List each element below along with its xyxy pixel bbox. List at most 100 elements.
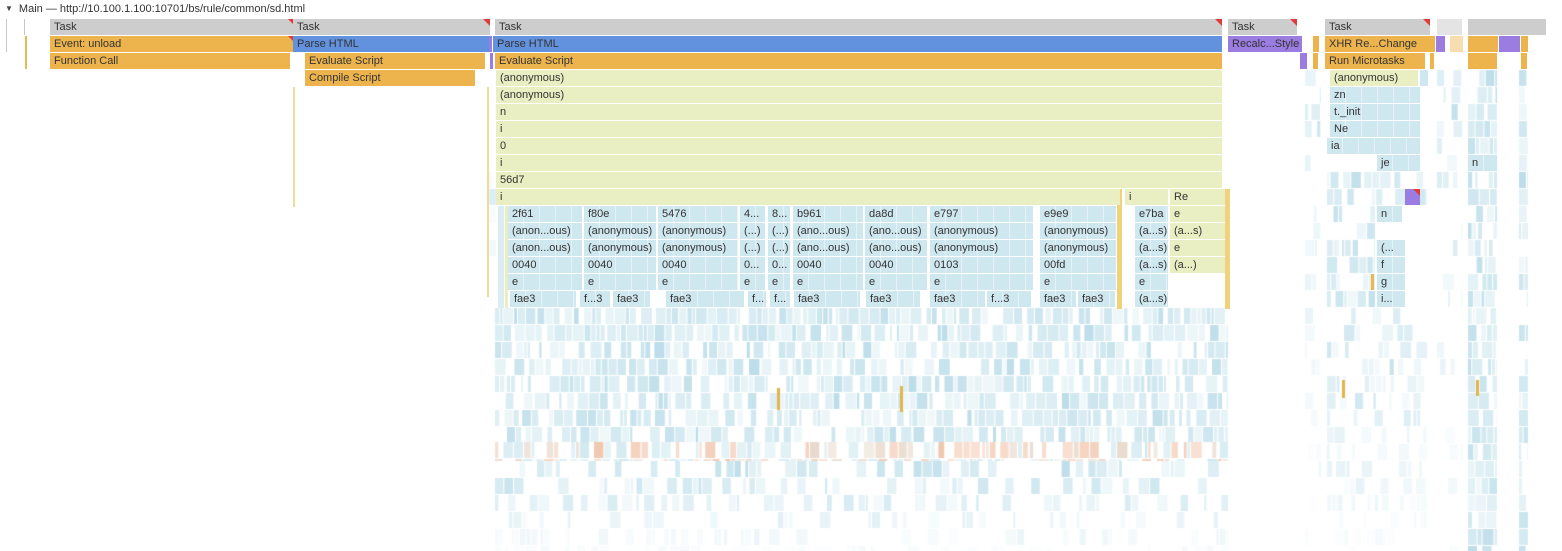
flame-bar[interactable]: e9e9 (1040, 206, 1116, 222)
flame-bar[interactable]: (anonymous) (658, 223, 738, 239)
flame-bar[interactable]: (ano...ous) (865, 223, 927, 239)
flame-bar[interactable] (1420, 70, 1428, 86)
flame-bar[interactable]: i... (1377, 291, 1405, 307)
flame-bar[interactable]: f...3 (580, 291, 610, 307)
flame-bar[interactable]: (ano...ous) (793, 223, 863, 239)
flame-bar[interactable]: 2f61 (508, 206, 582, 222)
flame-bar[interactable]: Compile Script (305, 70, 475, 86)
flame-bar[interactable]: (anonymous) (496, 70, 1222, 86)
flame-bar[interactable]: Task (1325, 19, 1430, 35)
flame-bar[interactable]: e (930, 274, 1033, 290)
flame-bar[interactable]: i (496, 155, 1222, 171)
flame-bar[interactable]: e (1040, 274, 1116, 290)
flame-bar[interactable]: XHR Re...Change (1325, 36, 1430, 52)
flame-bar[interactable]: Ne (1330, 121, 1420, 137)
flame-bar[interactable]: (ano...ous) (865, 240, 927, 256)
flame-bar[interactable]: (a...s) (1135, 257, 1168, 273)
flame-bar[interactable]: b961 (793, 206, 863, 222)
flame-bar[interactable]: (anonymous) (930, 223, 1033, 239)
flame-bar[interactable]: je (1377, 155, 1420, 171)
flame-bar[interactable]: t._init (1330, 104, 1420, 120)
flame-bar[interactable]: g (1377, 274, 1405, 290)
flame-bar[interactable]: 0103 (930, 257, 1033, 273)
flame-bar[interactable]: Re (1170, 189, 1225, 205)
flame-bar[interactable]: da8d (865, 206, 927, 222)
flame-bar[interactable]: 5476 (658, 206, 738, 222)
flame-bar[interactable]: Recalc...Style (1228, 36, 1302, 52)
flame-bar[interactable]: 0040 (865, 257, 927, 273)
flame-bar[interactable]: e (1170, 240, 1225, 256)
flame-bar[interactable]: 0040 (658, 257, 738, 273)
flame-bar[interactable]: (...) (768, 223, 790, 239)
flame-bar[interactable]: fae3 (510, 291, 576, 307)
flame-bar[interactable]: (a...) (1170, 257, 1225, 273)
flame-bar[interactable]: Task (50, 19, 295, 35)
flame-bar[interactable]: e (1135, 274, 1168, 290)
flame-bar[interactable]: i (1125, 189, 1168, 205)
flame-bar[interactable]: fae3 (930, 291, 985, 307)
flame-bar[interactable]: (...) (740, 223, 765, 239)
flame-bar[interactable]: (a...s) (1135, 223, 1168, 239)
flame-bar[interactable]: (... (1377, 240, 1405, 256)
flame-bar[interactable]: (anonymous) (1040, 223, 1116, 239)
flame-bar[interactable]: Evaluate Script (495, 53, 1222, 69)
flame-bar[interactable]: Task (1228, 19, 1297, 35)
flame-bar[interactable]: (anon...ous) (508, 240, 582, 256)
flame-bar[interactable]: (anonymous) (930, 240, 1033, 256)
flame-bar[interactable]: Parse HTML (493, 36, 1222, 52)
flame-bar[interactable]: fae3 (666, 291, 744, 307)
flame-bar[interactable] (1450, 36, 1463, 52)
flame-bar[interactable]: n (1377, 206, 1402, 222)
flame-bar[interactable]: i (496, 189, 1120, 205)
flame-bar[interactable]: 0... (740, 257, 765, 273)
flame-bar[interactable]: 56d7 (496, 172, 1222, 188)
flame-bar[interactable]: (a...s) (1170, 223, 1225, 239)
flame-bar[interactable]: fae3 (866, 291, 920, 307)
flame-bar[interactable]: fae3 (794, 291, 860, 307)
flame-bar[interactable]: e (793, 274, 863, 290)
flame-bar[interactable]: Run Microtasks (1325, 53, 1425, 69)
flame-bar[interactable] (1313, 53, 1318, 69)
flame-bar[interactable]: f...3 (987, 291, 1031, 307)
flame-bar[interactable]: ia (1327, 138, 1420, 154)
flame-bar[interactable]: fae3 (1040, 291, 1076, 307)
flame-bar[interactable]: (anonymous) (584, 223, 656, 239)
flame-bar[interactable] (1300, 53, 1307, 69)
flame-bar[interactable]: (a...s) (1135, 240, 1168, 256)
flame-bar[interactable]: (...) (768, 240, 790, 256)
flame-bar[interactable]: (anon...ous) (508, 223, 582, 239)
flame-bar[interactable]: 0040 (793, 257, 863, 273)
flame-bar[interactable] (1468, 36, 1498, 52)
flame-bar[interactable] (489, 36, 492, 52)
flame-bar[interactable]: (anonymous) (1040, 240, 1116, 256)
flame-bar[interactable] (1499, 36, 1520, 52)
flame-bar[interactable]: Task (495, 19, 1222, 35)
flame-bar[interactable]: (a...s) (1135, 291, 1168, 307)
flame-bar[interactable] (1521, 53, 1527, 69)
flame-bar[interactable]: (anonymous) (1330, 70, 1418, 86)
flame-bar[interactable]: 0040 (584, 257, 656, 273)
flame-bar[interactable]: f... (770, 291, 790, 307)
flame-bar[interactable]: 0... (768, 257, 790, 273)
flame-bar[interactable]: e (658, 274, 738, 290)
flame-bar[interactable]: (ano...ous) (793, 240, 863, 256)
flame-bar[interactable] (1468, 53, 1497, 69)
flame-bar[interactable]: 4... (740, 206, 765, 222)
flame-bar[interactable]: Evaluate Script (305, 53, 485, 69)
flame-bar[interactable] (1430, 53, 1434, 69)
flame-bar[interactable]: e (584, 274, 656, 290)
flame-bar[interactable] (1430, 36, 1435, 52)
flame-bar[interactable] (490, 53, 493, 69)
flame-bar[interactable]: fae3 (613, 291, 650, 307)
flame-bar[interactable] (1521, 36, 1528, 52)
flame-bar[interactable]: Function Call (50, 53, 290, 69)
flame-bar[interactable]: 8... (768, 206, 790, 222)
flame-bar[interactable]: (anonymous) (496, 87, 1222, 103)
flame-bar[interactable]: n (496, 104, 1222, 120)
flame-bar[interactable]: e797 (930, 206, 1033, 222)
flame-bar[interactable]: (anonymous) (584, 240, 656, 256)
flame-bar[interactable] (1437, 19, 1462, 35)
flame-bar[interactable]: Event: unload (50, 36, 295, 52)
flame-bar[interactable]: zn (1330, 87, 1420, 103)
